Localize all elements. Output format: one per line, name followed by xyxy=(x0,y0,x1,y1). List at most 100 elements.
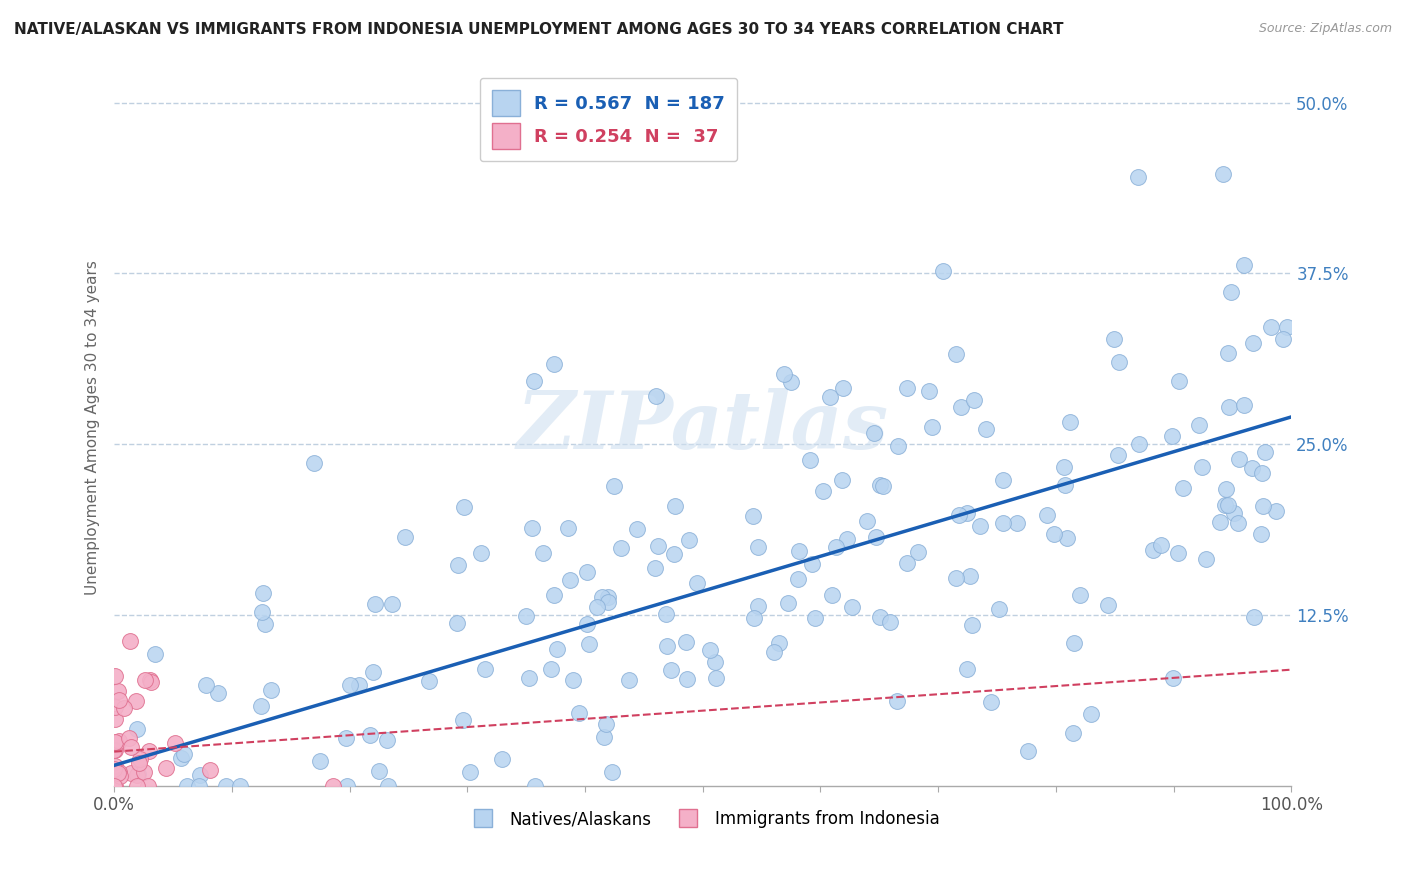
Point xyxy=(974,422,997,436)
Point xyxy=(540,662,562,676)
Point xyxy=(394,530,416,544)
Point xyxy=(364,597,387,611)
Point xyxy=(1195,552,1218,566)
Point xyxy=(644,389,666,403)
Point xyxy=(453,713,475,727)
Point xyxy=(543,588,565,602)
Point xyxy=(1241,336,1264,351)
Point xyxy=(561,673,583,687)
Point xyxy=(678,533,700,547)
Point xyxy=(1227,516,1250,531)
Point xyxy=(1243,610,1265,624)
Point xyxy=(519,671,541,685)
Point xyxy=(1218,400,1240,414)
Point xyxy=(963,393,986,408)
Point xyxy=(896,381,918,395)
Point xyxy=(132,765,155,780)
Point xyxy=(869,610,891,624)
Point xyxy=(676,672,699,686)
Point xyxy=(664,499,686,513)
Point xyxy=(170,751,193,765)
Point xyxy=(804,611,827,625)
Point xyxy=(1216,498,1239,512)
Point xyxy=(655,639,678,653)
Point xyxy=(557,521,579,535)
Point xyxy=(546,642,568,657)
Point xyxy=(1056,531,1078,545)
Point xyxy=(110,769,132,783)
Point xyxy=(960,618,983,632)
Point xyxy=(821,588,844,602)
Point xyxy=(1212,167,1234,181)
Legend: Natives/Alaskans, Immigrants from Indonesia: Natives/Alaskans, Immigrants from Indone… xyxy=(460,804,946,835)
Point xyxy=(453,500,475,515)
Point xyxy=(956,506,979,520)
Point xyxy=(1227,452,1250,467)
Point xyxy=(107,684,129,698)
Point xyxy=(1108,355,1130,369)
Point xyxy=(136,779,159,793)
Point xyxy=(831,473,853,487)
Point xyxy=(647,539,669,553)
Point xyxy=(128,756,150,771)
Point xyxy=(865,530,887,544)
Point xyxy=(103,765,125,780)
Point xyxy=(103,762,125,776)
Point xyxy=(1043,527,1066,541)
Point xyxy=(1260,320,1282,334)
Point xyxy=(367,764,389,778)
Point xyxy=(195,678,218,692)
Point xyxy=(176,779,198,793)
Point xyxy=(776,596,799,610)
Point xyxy=(575,616,598,631)
Point xyxy=(1254,445,1277,459)
Point xyxy=(446,615,468,630)
Point xyxy=(491,752,513,766)
Point xyxy=(1233,258,1256,272)
Point xyxy=(591,590,613,604)
Point xyxy=(586,600,609,615)
Point xyxy=(598,595,620,609)
Point xyxy=(831,381,853,395)
Point xyxy=(918,384,941,398)
Point xyxy=(1062,726,1084,740)
Point xyxy=(543,357,565,371)
Point xyxy=(458,764,481,779)
Point xyxy=(250,698,273,713)
Point xyxy=(1191,459,1213,474)
Point xyxy=(377,779,399,793)
Point xyxy=(686,576,709,591)
Point xyxy=(945,347,967,361)
Point xyxy=(948,508,970,523)
Point xyxy=(1102,332,1125,346)
Point xyxy=(531,546,554,560)
Point xyxy=(818,390,841,404)
Point xyxy=(112,701,135,715)
Point xyxy=(762,645,785,659)
Point xyxy=(747,540,769,554)
Point xyxy=(841,599,863,614)
Point xyxy=(104,735,127,749)
Point xyxy=(886,694,908,708)
Point xyxy=(1272,332,1295,346)
Point xyxy=(336,779,359,793)
Point xyxy=(103,743,125,757)
Point xyxy=(1161,671,1184,685)
Point xyxy=(780,376,803,390)
Point xyxy=(1150,538,1173,552)
Point xyxy=(335,731,357,745)
Point xyxy=(139,674,162,689)
Point xyxy=(1142,543,1164,558)
Point xyxy=(576,565,599,579)
Point xyxy=(107,693,129,707)
Point xyxy=(127,722,149,736)
Text: ZIPatlas: ZIPatlas xyxy=(516,388,889,466)
Text: Source: ZipAtlas.com: Source: ZipAtlas.com xyxy=(1258,22,1392,36)
Point xyxy=(1167,374,1189,388)
Point xyxy=(139,673,162,687)
Point xyxy=(699,642,721,657)
Point xyxy=(1232,399,1254,413)
Point xyxy=(945,571,967,585)
Point xyxy=(768,636,790,650)
Point xyxy=(1216,346,1239,360)
